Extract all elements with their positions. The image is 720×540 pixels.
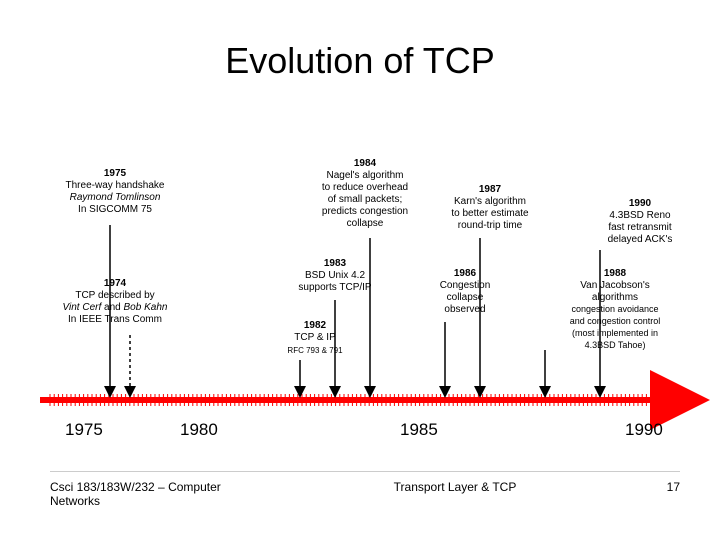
axis-label-1980: 1980: [180, 420, 218, 440]
axis-label-1990: 1990: [625, 420, 663, 440]
event-e1982: 1982TCP & IPRFC 793 & 791: [270, 320, 360, 356]
footer: Csci 183/183W/232 – Computer Networks Tr…: [50, 471, 680, 508]
event-e1974: 1974TCP described byVint Cerf and Bob Ka…: [35, 278, 195, 326]
axis-label-1975: 1975: [65, 420, 103, 440]
event-e1988: 1988Van Jacobson'salgorithmscongestion a…: [540, 268, 690, 352]
footer-course: Csci 183/183W/232 – Computer Networks: [50, 480, 270, 508]
footer-topic: Transport Layer & TCP: [270, 480, 640, 494]
slide-title: Evolution of TCP: [0, 40, 720, 82]
event-e1990: 19904.3BSD Renofast retransmitdelayed AC…: [585, 198, 695, 246]
event-e1975: 1975Three-way handshakeRaymond Tomlinson…: [45, 168, 185, 216]
event-e1983: 1983BSD Unix 4.2supports TCP/IP: [275, 258, 395, 294]
axis-label-1985: 1985: [400, 420, 438, 440]
footer-page: 17: [640, 480, 680, 494]
event-e1987: 1987Karn's algorithmto better estimatero…: [430, 184, 550, 232]
event-e1986: 1986Congestioncollapseobserved: [420, 268, 510, 316]
event-e1984: 1984Nagel's algorithmto reduce overheado…: [300, 158, 430, 230]
